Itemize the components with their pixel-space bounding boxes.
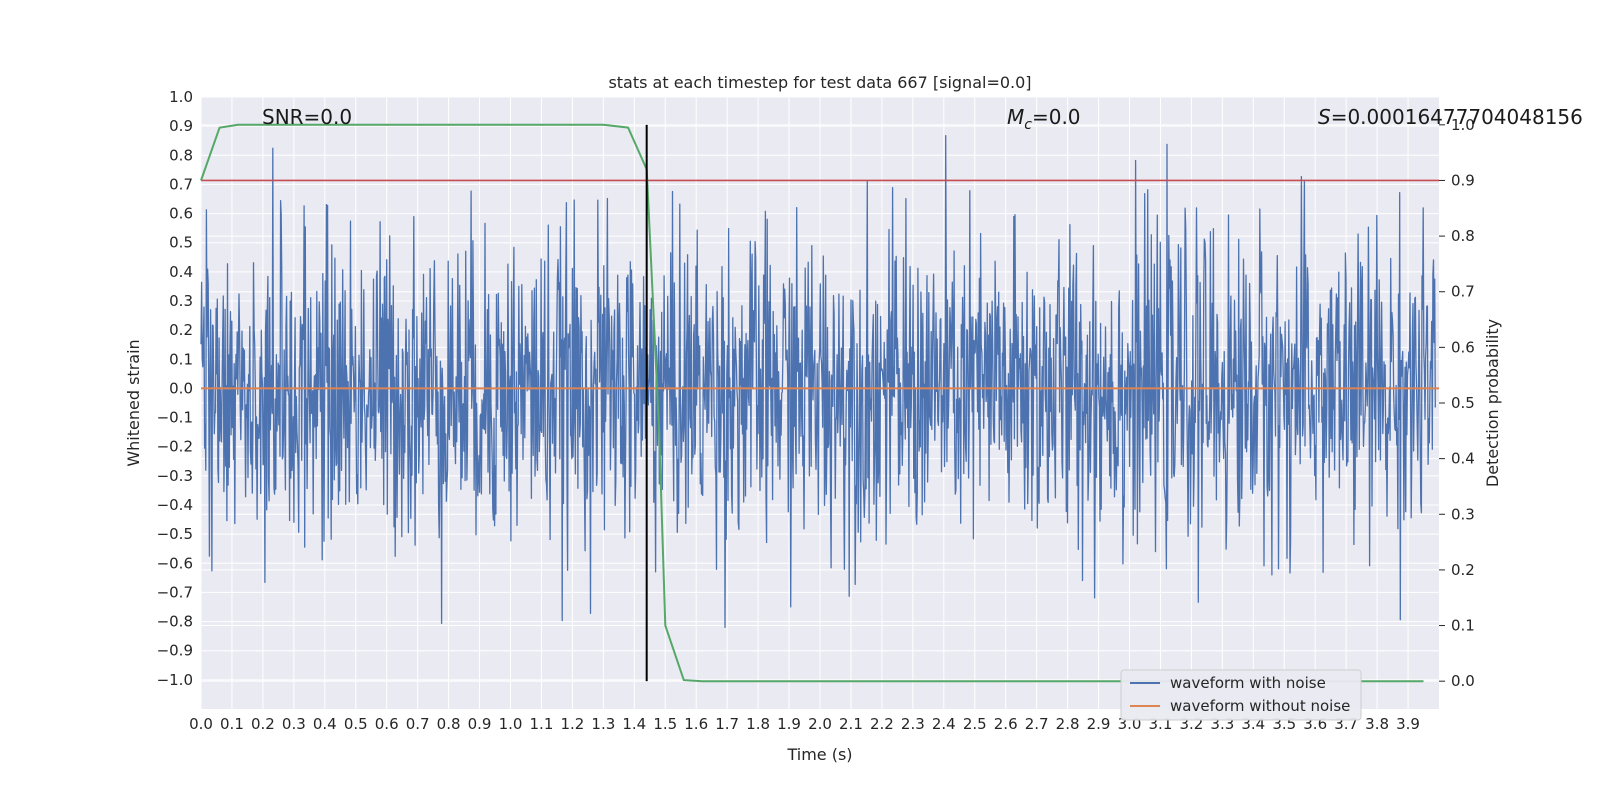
noise-waveform-line bbox=[200, 135, 1436, 629]
x-tick-label: 1.7 bbox=[715, 715, 739, 733]
x-tick-label: 2.5 bbox=[963, 715, 987, 733]
x-tick-label: 0.7 bbox=[406, 715, 430, 733]
y-tick-label: 0.8 bbox=[169, 146, 193, 164]
legend-box bbox=[1120, 669, 1362, 721]
x-tick-label: 0.5 bbox=[344, 715, 368, 733]
x-tick-label: 2.1 bbox=[839, 715, 863, 733]
x-tick-label: 2.3 bbox=[901, 715, 925, 733]
x-tick-label: 2.0 bbox=[808, 715, 832, 733]
y-tick-label: 0.7 bbox=[169, 175, 193, 193]
overlay-lines bbox=[200, 123, 1439, 683]
y-tick-label: −0.2 bbox=[157, 438, 193, 456]
x-tick-label: 3.8 bbox=[1365, 715, 1389, 733]
x-tick-label: 1.1 bbox=[530, 715, 554, 733]
y-tick-label: 0.9 bbox=[169, 117, 193, 135]
detection-probability-line bbox=[200, 123, 1424, 683]
x-tick-label: 0.1 bbox=[220, 715, 244, 733]
x-tick-label: 1.6 bbox=[684, 715, 708, 733]
y-tick-label: 0.6 bbox=[169, 205, 193, 223]
x-tick-label: 0.4 bbox=[313, 715, 337, 733]
y-right-tick-label: 0.9 bbox=[1451, 171, 1475, 189]
x-tick-label: 1.0 bbox=[499, 715, 523, 733]
x-tick-label: 1.5 bbox=[653, 715, 677, 733]
x-tick-label: 0.9 bbox=[468, 715, 492, 733]
x-tick-label: 2.6 bbox=[994, 715, 1018, 733]
y-right-tick-label: 0.8 bbox=[1451, 227, 1475, 245]
x-tick-label: 3.9 bbox=[1396, 715, 1420, 733]
y-right-tick-label: 1.0 bbox=[1451, 116, 1475, 134]
mc-annotation: Mc=0.0 bbox=[1007, 105, 1081, 133]
x-tick-label: 1.2 bbox=[560, 715, 584, 733]
y-tick-label: −0.4 bbox=[157, 496, 193, 514]
x-axis-label: Time (s) bbox=[786, 745, 852, 764]
s-annotation: S=0.00016477704048156 bbox=[1318, 105, 1583, 129]
x-tick-label: 0.3 bbox=[282, 715, 306, 733]
legend: waveform with noise waveform without noi… bbox=[1120, 669, 1362, 721]
x-tick-label: 1.9 bbox=[777, 715, 801, 733]
x-tick-label: 0.6 bbox=[375, 715, 399, 733]
x-tick-label: 2.9 bbox=[1087, 715, 1111, 733]
chart-title: stats at each timestep for test data 667… bbox=[608, 73, 1031, 92]
x-tick-label: 1.8 bbox=[746, 715, 770, 733]
mc-subscript: c bbox=[1024, 117, 1032, 133]
y-tick-label: −0.1 bbox=[157, 409, 193, 427]
y-tick-label: −0.7 bbox=[157, 583, 193, 601]
s-symbol: S bbox=[1318, 105, 1331, 129]
y-right-tick-label: 0.4 bbox=[1451, 450, 1475, 468]
x-tick-label: 2.7 bbox=[1025, 715, 1049, 733]
y-tick-label: 0.5 bbox=[169, 234, 193, 252]
y-tick-label: −1.0 bbox=[157, 671, 193, 689]
mc-symbol: M bbox=[1007, 105, 1024, 129]
mc-value: =0.0 bbox=[1032, 105, 1081, 129]
y-right-tick-label: 0.1 bbox=[1451, 617, 1475, 635]
x-tick-label: 0.8 bbox=[437, 715, 461, 733]
y-right-tick-label: 0.2 bbox=[1451, 561, 1475, 579]
y-right-tick-label: 0.5 bbox=[1451, 394, 1475, 412]
s-value: =0.00016477704048156 bbox=[1331, 105, 1583, 129]
y-right-tick-label: 0.3 bbox=[1451, 505, 1475, 523]
y-tick-label: 1.0 bbox=[169, 88, 193, 106]
y-tick-label: −0.5 bbox=[157, 525, 193, 543]
x-tick-label: 0.0 bbox=[189, 715, 213, 733]
y-tick-label: 0.3 bbox=[169, 292, 193, 310]
y-right-tick-label: 0.6 bbox=[1451, 338, 1475, 356]
y-tick-label: −0.6 bbox=[157, 554, 193, 572]
y-tick-label: −0.8 bbox=[157, 613, 193, 631]
legend-label-clean: waveform without noise bbox=[1170, 697, 1350, 715]
snr-annotation: SNR=0.0 bbox=[262, 105, 352, 129]
legend-label-noise: waveform with noise bbox=[1170, 674, 1326, 692]
x-tick-label: 2.4 bbox=[932, 715, 956, 733]
y-right-tick-label: 0.7 bbox=[1451, 283, 1475, 301]
y-tick-label: 0.0 bbox=[169, 379, 193, 397]
y-tick-label: 0.2 bbox=[169, 321, 193, 339]
series-waveform-with-noise bbox=[200, 135, 1436, 629]
y-axis-right-label: Detection probability bbox=[1483, 319, 1502, 487]
x-tick-label: 1.4 bbox=[622, 715, 646, 733]
x-tick-label: 0.2 bbox=[251, 715, 275, 733]
y-tick-label: 0.1 bbox=[169, 350, 193, 368]
y-tick-label: −0.3 bbox=[157, 467, 193, 485]
x-tick-label: 1.3 bbox=[591, 715, 615, 733]
y-right-tick-label: 0.0 bbox=[1451, 672, 1475, 690]
x-tick-label: 2.8 bbox=[1056, 715, 1080, 733]
y-tick-label: −0.9 bbox=[157, 642, 193, 660]
x-tick-label: 2.2 bbox=[870, 715, 894, 733]
y-axis-label: Whitened strain bbox=[124, 339, 143, 466]
y-tick-label: 0.4 bbox=[169, 263, 193, 281]
